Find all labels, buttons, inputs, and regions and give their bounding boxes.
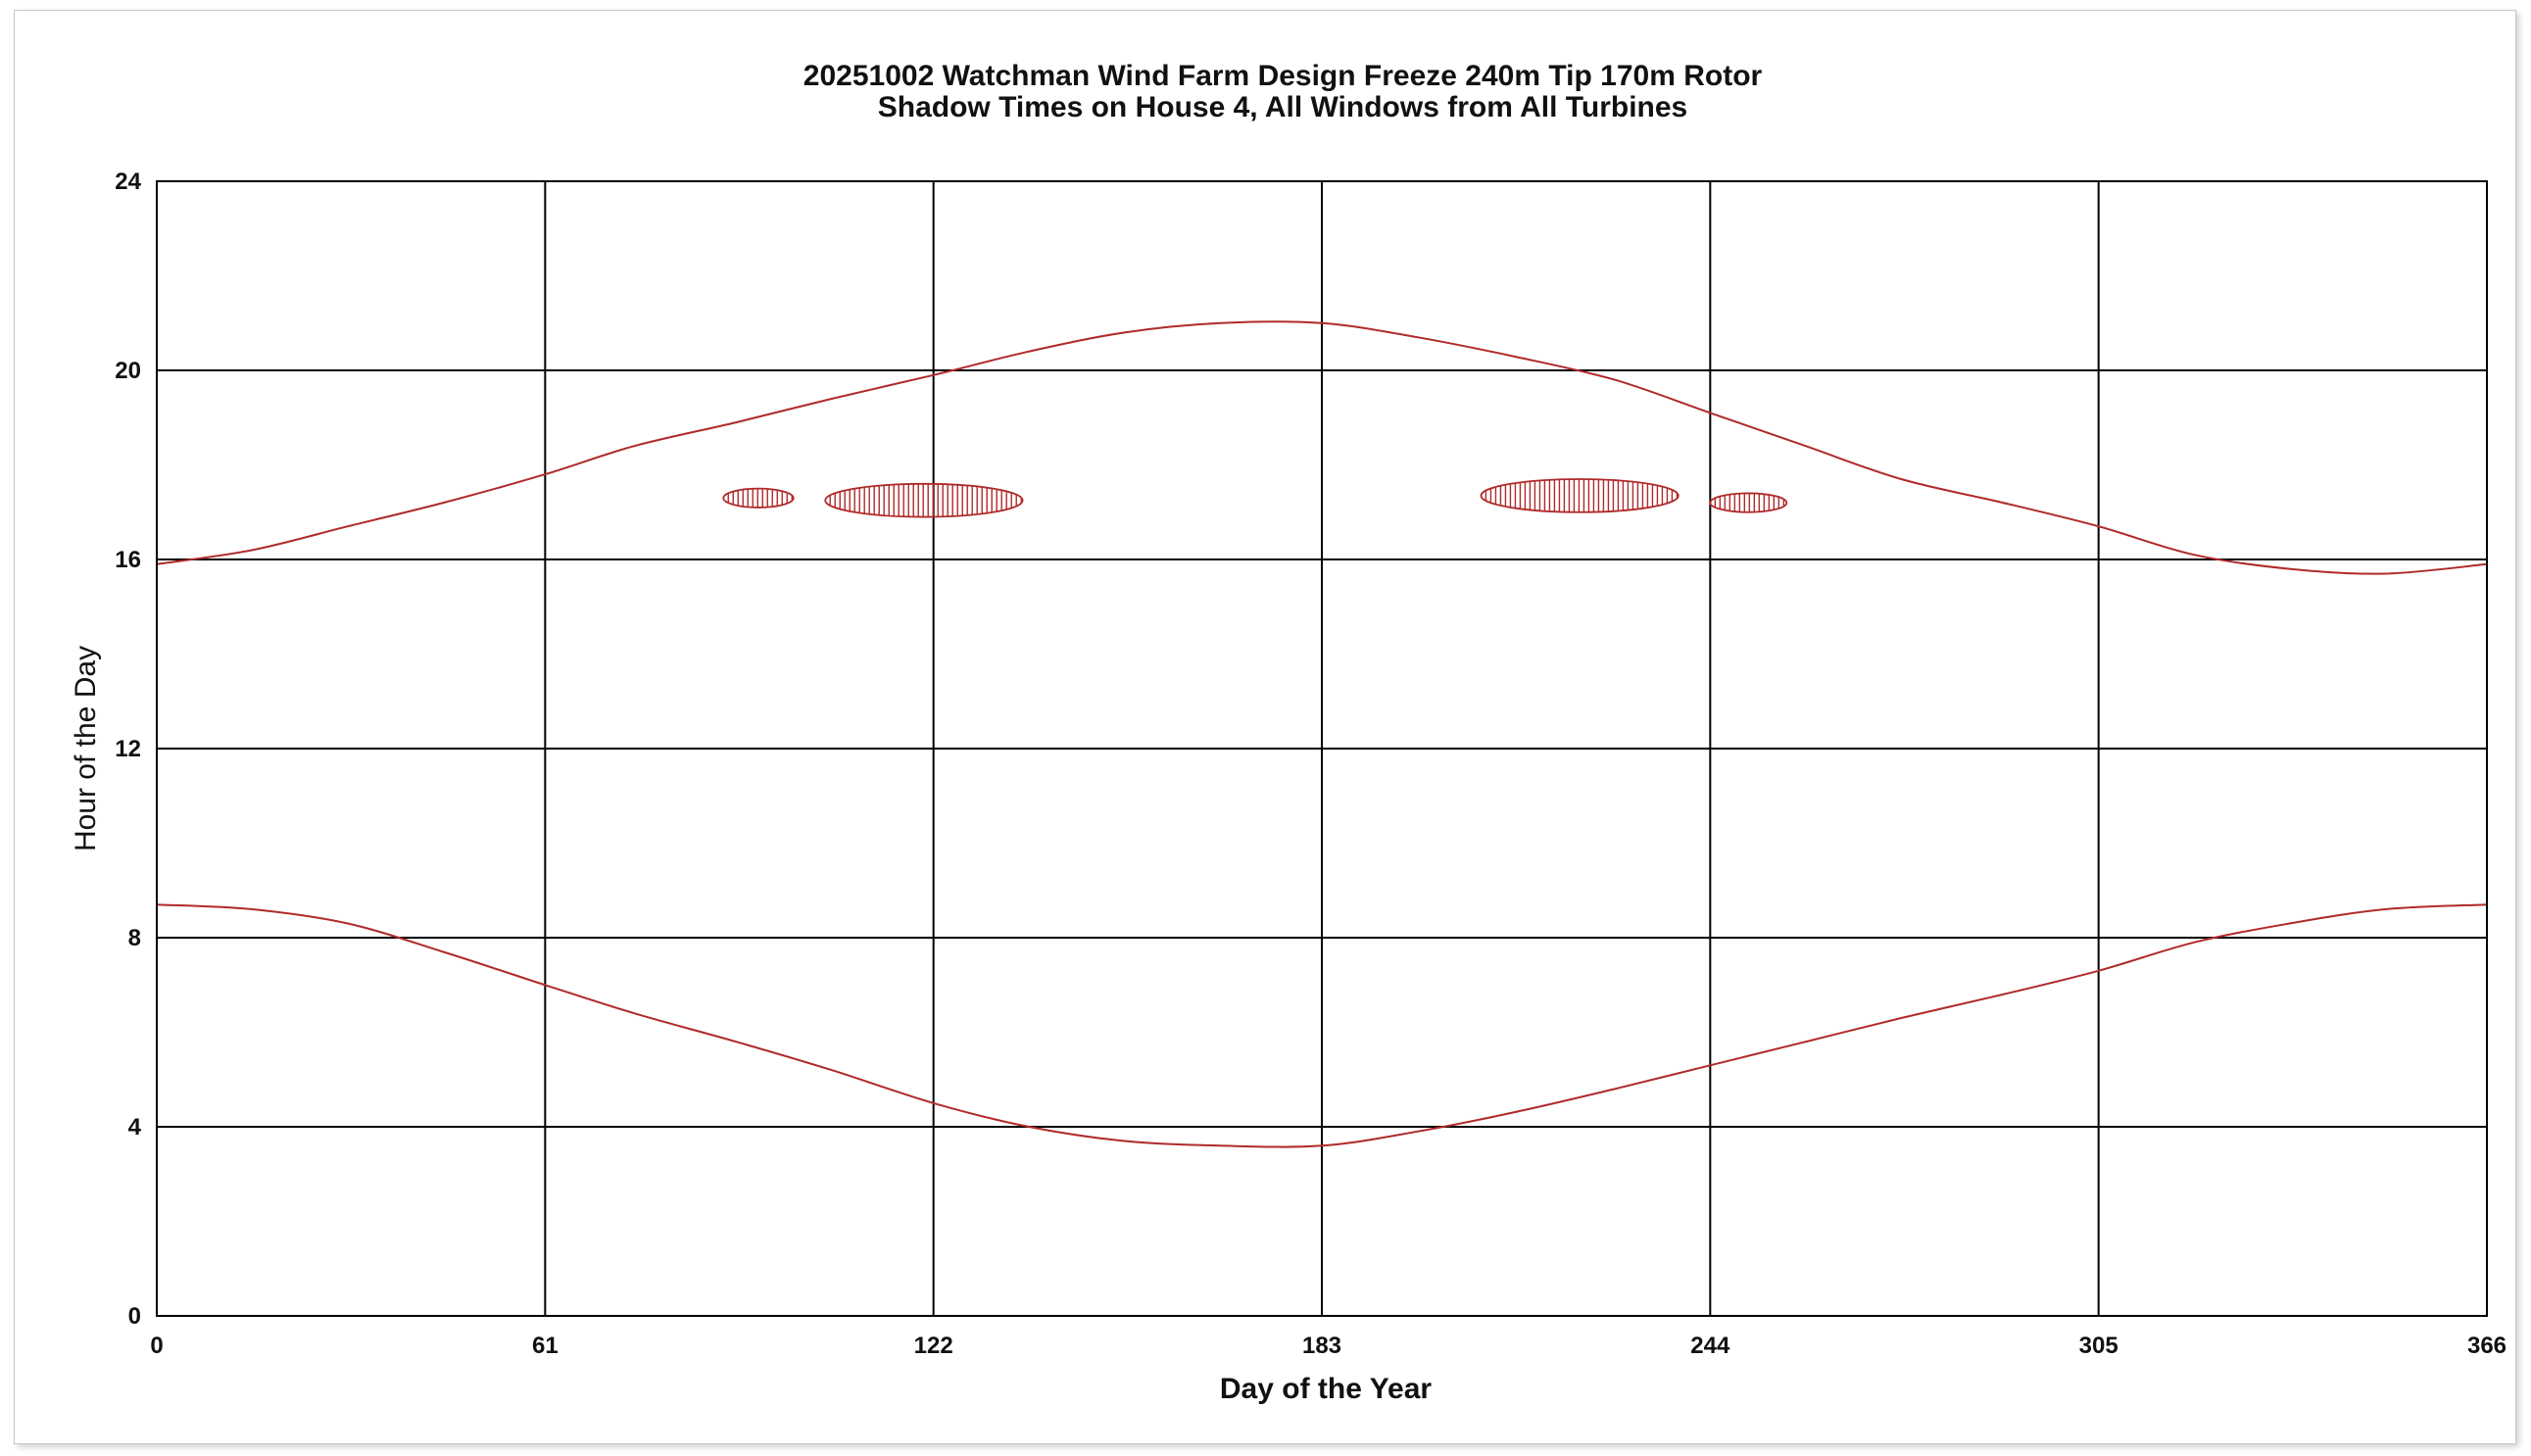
x-tick-label: 366 bbox=[2467, 1333, 2507, 1359]
shadow-period bbox=[1480, 478, 1679, 513]
y-tick-label: 24 bbox=[115, 169, 141, 195]
y-axis-label: Hour of the Day bbox=[70, 646, 102, 851]
y-tick-label: 16 bbox=[115, 547, 141, 573]
shadow-outline bbox=[1709, 492, 1788, 513]
shadow-period bbox=[722, 487, 795, 509]
shadow-outline bbox=[824, 482, 1024, 518]
y-tick-labels: 0 4 8 12 16 20 24 bbox=[115, 169, 141, 1330]
shadow-hatch bbox=[1481, 478, 1679, 512]
x-tick-label: 122 bbox=[914, 1333, 953, 1359]
x-tick-label: 244 bbox=[1690, 1333, 1730, 1359]
sunset-line bbox=[156, 320, 2488, 575]
y-tick-label: 0 bbox=[128, 1303, 141, 1330]
shadow-outline bbox=[1480, 478, 1679, 513]
shadow-outline bbox=[722, 487, 795, 509]
y-tick-label: 20 bbox=[115, 358, 141, 384]
x-tick-label: 183 bbox=[1302, 1333, 1341, 1359]
shadow-hatch bbox=[723, 488, 793, 508]
y-tick-label: 4 bbox=[128, 1114, 142, 1141]
x-tick-label: 0 bbox=[150, 1333, 163, 1359]
x-axis-label: Day of the Year bbox=[1220, 1373, 1433, 1405]
y-tick-label: 12 bbox=[115, 736, 141, 762]
shadow-period bbox=[824, 482, 1024, 518]
y-tick-label: 8 bbox=[128, 925, 141, 951]
shadow-hatch bbox=[825, 483, 1022, 517]
sunrise-line bbox=[156, 903, 2488, 1148]
chart-subtitle: Shadow Times on House 4, All Windows fro… bbox=[878, 91, 1687, 123]
x-tick-label: 61 bbox=[532, 1333, 559, 1359]
plot-area-border bbox=[156, 180, 2488, 1317]
x-tick-labels: 0 61 122 183 244 305 366 bbox=[150, 1333, 2507, 1359]
shadow-periods bbox=[722, 478, 1788, 518]
daylight-curves bbox=[156, 320, 2488, 1148]
shadow-period bbox=[1709, 492, 1788, 513]
chart-title: 20251002 Watchman Wind Farm Design Freez… bbox=[803, 60, 1763, 92]
x-tick-label: 305 bbox=[2079, 1333, 2118, 1359]
